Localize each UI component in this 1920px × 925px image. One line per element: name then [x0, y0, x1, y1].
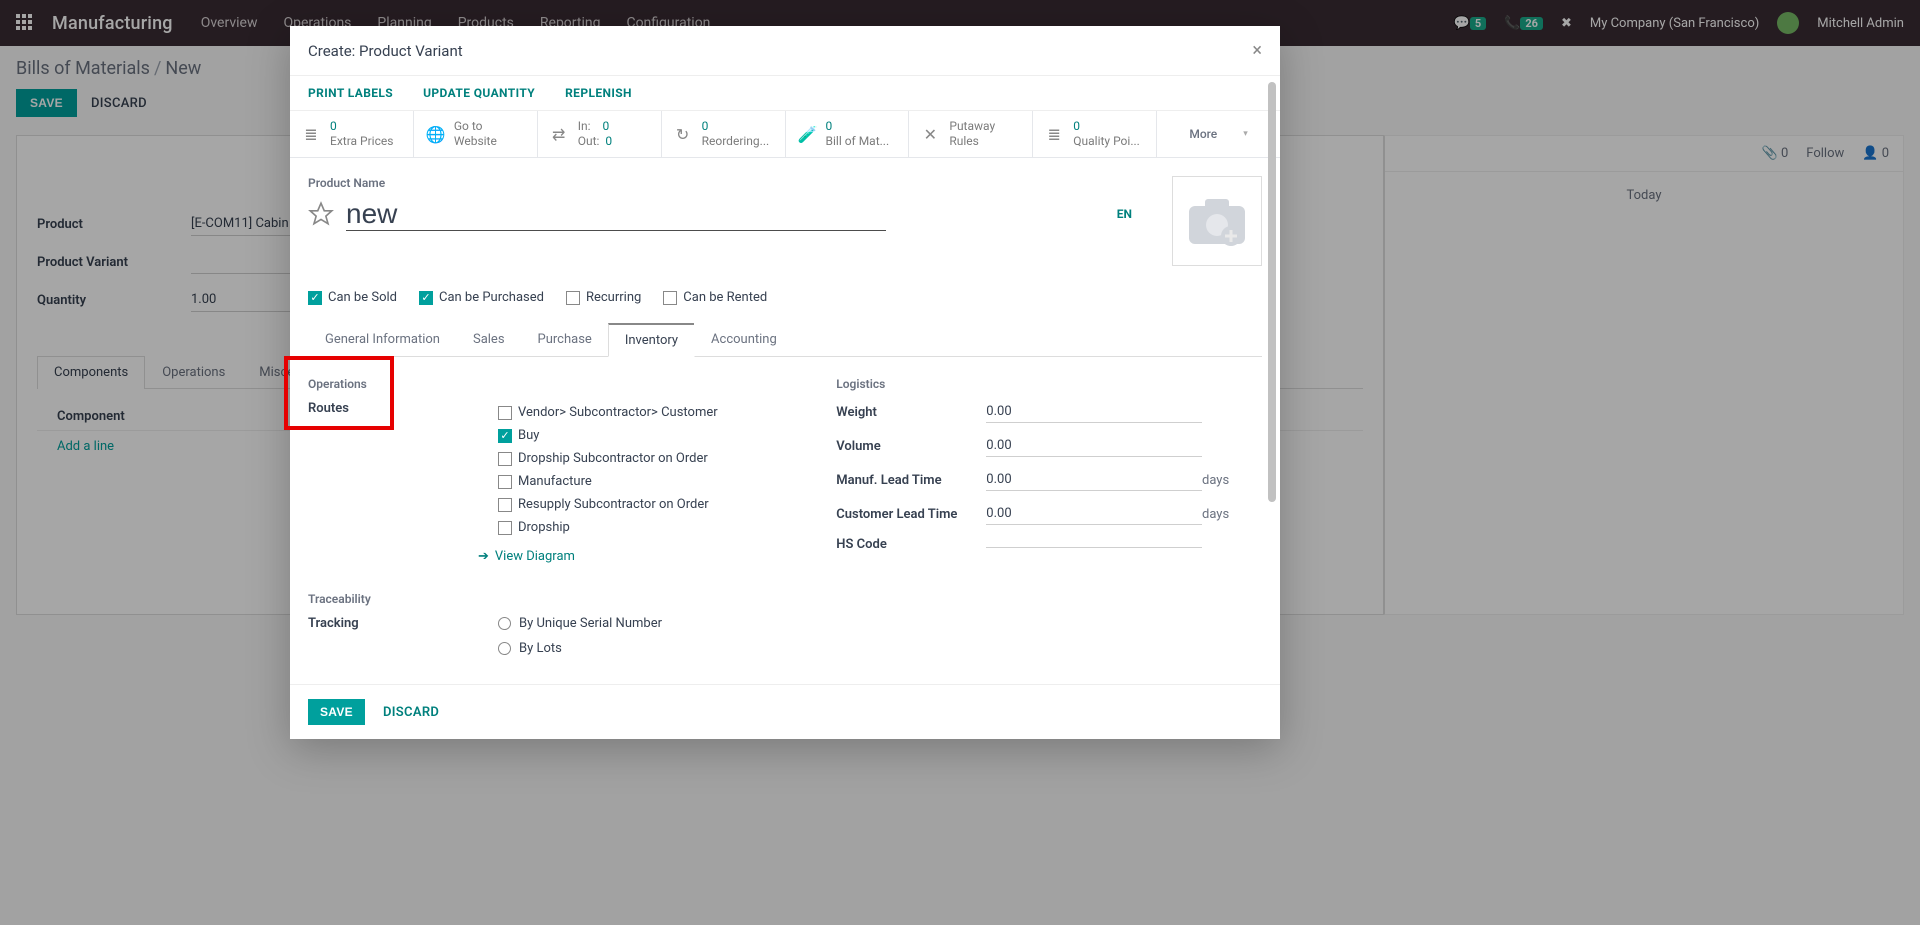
replenish-button[interactable]: REPLENISH: [565, 86, 632, 100]
logistics-value-volume[interactable]: 0.00: [986, 435, 1202, 457]
route-buy[interactable]: ✓Buy: [498, 428, 718, 443]
logistics-label-weight: Weight: [836, 405, 986, 420]
modal-tabs: General InformationSalesPurchaseInventor…: [308, 323, 1262, 357]
logistics-value-weight[interactable]: 0.00: [986, 401, 1202, 423]
modal-top-actions: PRINT LABELS UPDATE QUANTITY REPLENISH: [290, 76, 1280, 111]
radio-icon: [498, 617, 511, 630]
logistics-label-customer-lead-time: Customer Lead Time: [836, 507, 986, 522]
language-code[interactable]: EN: [1117, 207, 1132, 221]
print-labels-button[interactable]: PRINT LABELS: [308, 86, 393, 100]
checkbox-icon: ✓: [308, 291, 322, 305]
flag-can-be-rented[interactable]: Can be Rented: [663, 290, 767, 305]
annotation-highlight: [284, 356, 394, 430]
modal-discard-button[interactable]: DISCARD: [383, 705, 439, 720]
logistics-value-hs-code[interactable]: [986, 541, 1202, 548]
logistics-unit: days: [1202, 473, 1262, 488]
checkbox-icon: [498, 406, 512, 420]
modal-tab-general-information[interactable]: General Information: [308, 323, 457, 356]
stat-buttons-row: ≣0Extra Prices 🌐Go toWebsite ⇄In: 0Out: …: [290, 111, 1280, 158]
flag-recurring[interactable]: Recurring: [566, 290, 641, 305]
stat-reordering[interactable]: ↻0Reordering...: [662, 111, 786, 157]
arrow-right-icon: ➔: [478, 549, 489, 564]
checkbox-icon: [498, 475, 512, 489]
transfer-icon: ⇄: [550, 125, 568, 144]
view-diagram-link[interactable]: ➔View Diagram: [478, 549, 776, 564]
flag-can-be-purchased[interactable]: ✓Can be Purchased: [419, 290, 544, 305]
logistics-label-hs-code: HS Code: [836, 537, 986, 552]
product-name-label: Product Name: [308, 176, 1172, 190]
tracking-options: By Unique Serial Number By Lots: [498, 616, 662, 666]
checkbox-icon: [498, 498, 512, 512]
traceability-section-title: Traceability: [308, 592, 776, 606]
logistics-value-manuf-lead-time[interactable]: 0.00: [986, 469, 1202, 491]
refresh-icon: ↻: [674, 125, 692, 144]
tracking-option-by-lots[interactable]: By Lots: [498, 641, 662, 656]
close-icon[interactable]: ×: [1252, 40, 1262, 61]
radio-icon: [498, 642, 511, 655]
routes-list: Vendor> Subcontractor> Customer ✓Buy Drops…: [498, 405, 718, 543]
logistics-label-manuf-lead-time: Manuf. Lead Time: [836, 473, 986, 488]
modal-save-button[interactable]: SAVE: [308, 699, 365, 725]
tracking-option-by-unique-serial-number[interactable]: By Unique Serial Number: [498, 616, 662, 631]
logistics-grid: Weight0.00Volume0.00Manuf. Lead Time0.00…: [836, 401, 1262, 552]
checkbox-icon: [663, 291, 677, 305]
checkbox-icon: [498, 452, 512, 466]
update-quantity-button[interactable]: UPDATE QUANTITY: [423, 86, 535, 100]
logistics-value-customer-lead-time[interactable]: 0.00: [986, 503, 1202, 525]
logistics-label-volume: Volume: [836, 439, 986, 454]
modal-tab-inventory[interactable]: Inventory: [608, 323, 695, 357]
checkbox-icon: ✓: [419, 291, 433, 305]
logistics-unit: days: [1202, 507, 1262, 522]
modal-title: Create: Product Variant: [308, 42, 463, 60]
modal-dialog: Create: Product Variant × PRINT LABELS U…: [290, 26, 1280, 739]
stat-goto-website[interactable]: 🌐Go toWebsite: [414, 111, 538, 157]
product-flags: ✓Can be Sold ✓Can be Purchased Recurring Ca…: [308, 290, 1262, 305]
route-resupply-subcontractor-on-order[interactable]: Resupply Subcontractor on Order: [498, 497, 718, 512]
product-image-placeholder[interactable]: [1172, 176, 1262, 266]
modal-tab-purchase[interactable]: Purchase: [521, 323, 609, 356]
stat-in-out[interactable]: ⇄In: 0Out: 0: [538, 111, 662, 157]
checkbox-icon: [498, 521, 512, 535]
route-vendor-subcontractor-customer[interactable]: Vendor> Subcontractor> Customer: [498, 405, 718, 420]
stat-quality[interactable]: ≣0Quality Poi...: [1033, 111, 1157, 157]
stat-more[interactable]: More ▾: [1157, 111, 1280, 157]
flask-icon: 🧪: [798, 125, 816, 144]
route-dropship[interactable]: Dropship: [498, 520, 718, 535]
favorite-star-icon[interactable]: [308, 201, 334, 227]
modal-tab-accounting[interactable]: Accounting: [694, 323, 794, 356]
stat-putaway[interactable]: ✕PutawayRules: [909, 111, 1033, 157]
list-icon: ≣: [302, 125, 320, 144]
modal-footer: SAVE DISCARD: [290, 684, 1280, 739]
globe-icon: 🌐: [426, 125, 444, 144]
modal-scrollbar[interactable]: [1266, 82, 1278, 683]
shuffle-icon: ✕: [921, 125, 939, 144]
chevron-down-icon: ▾: [1243, 129, 1248, 139]
route-manufacture[interactable]: Manufacture: [498, 474, 718, 489]
product-name-input[interactable]: [346, 196, 886, 231]
modal-tab-sales[interactable]: Sales: [456, 323, 522, 356]
modal-scroll-area[interactable]: PRINT LABELS UPDATE QUANTITY REPLENISH ≣…: [290, 76, 1280, 684]
flag-can-be-sold[interactable]: ✓Can be Sold: [308, 290, 397, 305]
checkbox-icon: ✓: [498, 429, 512, 443]
logistics-section-title: Logistics: [836, 377, 1262, 391]
checkbox-icon: [566, 291, 580, 305]
stat-extra-prices[interactable]: ≣0Extra Prices: [290, 111, 414, 157]
route-dropship-subcontractor-on-order[interactable]: Dropship Subcontractor on Order: [498, 451, 718, 466]
list2-icon: ≣: [1045, 125, 1063, 144]
tracking-label: Tracking: [308, 616, 458, 631]
camera-icon: [1187, 196, 1247, 246]
stat-bom[interactable]: 🧪0Bill of Mat...: [786, 111, 910, 157]
